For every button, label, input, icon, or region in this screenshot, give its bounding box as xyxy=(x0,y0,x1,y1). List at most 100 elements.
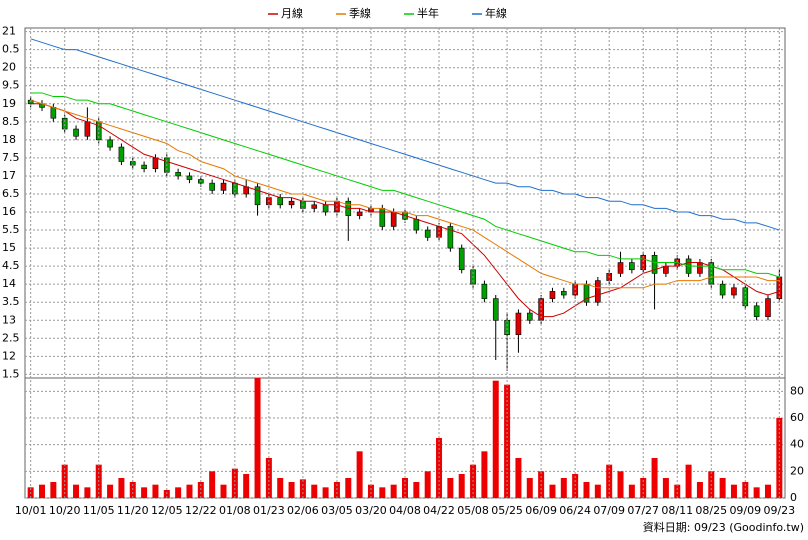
y-tick-label: 15 xyxy=(2,241,16,254)
candle-body xyxy=(107,139,113,148)
volume-bar xyxy=(265,458,272,498)
volume-bar xyxy=(776,418,783,498)
volume-bar xyxy=(753,487,760,498)
candle-body xyxy=(243,186,249,195)
y-tick-label: 6.5 xyxy=(2,187,20,200)
candle-body xyxy=(220,182,227,191)
x-tick-label: 07/09 xyxy=(593,504,625,517)
volume-bar xyxy=(107,484,114,498)
candle-body xyxy=(209,182,215,191)
volume-bar xyxy=(356,451,363,498)
candle-body xyxy=(356,211,363,216)
y2-tick-label: 20 xyxy=(790,464,804,477)
legend-label: 季線 xyxy=(349,6,371,20)
candle-body xyxy=(765,298,771,317)
volume-bar xyxy=(379,487,386,498)
candle-body xyxy=(186,175,193,180)
y-tick-label: 20 xyxy=(2,61,16,74)
candle-body xyxy=(254,186,261,206)
y-tick-label: 21 xyxy=(2,25,16,38)
x-tick-label: 06/09 xyxy=(525,504,557,517)
y-tick-label: 8.5 xyxy=(2,115,20,128)
volume-bar xyxy=(163,490,170,498)
x-tick-label: 05/25 xyxy=(491,504,523,517)
candle-body xyxy=(549,291,556,299)
volume-bar xyxy=(719,478,726,498)
candle-body xyxy=(458,247,465,271)
volume-bar xyxy=(73,484,80,498)
candle-body xyxy=(73,128,79,137)
volume-bar xyxy=(481,451,488,498)
volume-bar xyxy=(288,482,295,498)
y-tick-label: 3.5 xyxy=(2,295,20,308)
candle-body xyxy=(526,312,533,321)
ma-line xyxy=(30,103,780,318)
y2-tick-label: 60 xyxy=(790,411,804,424)
candle-body xyxy=(390,211,397,227)
candle-body xyxy=(651,255,658,274)
candle-body xyxy=(492,298,499,321)
x-tick-label: 03/05 xyxy=(321,504,353,517)
legend-label: 半年 xyxy=(417,6,439,20)
y-tick-label: 7.5 xyxy=(2,151,20,164)
volume-bar xyxy=(129,482,136,498)
candle-body xyxy=(561,291,567,296)
y-tick-label: 13 xyxy=(2,313,16,326)
volume-bar xyxy=(220,484,227,498)
candle-body xyxy=(175,172,181,177)
volume-bar xyxy=(458,474,465,498)
x-tick-label: 01/23 xyxy=(253,504,285,517)
volume-bar xyxy=(197,482,204,498)
volume-bar xyxy=(742,482,749,498)
volume-bar xyxy=(243,474,250,498)
volume-bar xyxy=(447,478,454,498)
candle-body xyxy=(719,283,726,296)
volume-bar xyxy=(651,458,658,498)
y-tick-label: 5.5 xyxy=(2,223,20,236)
volume-bar xyxy=(118,478,125,498)
candle-body xyxy=(515,312,522,336)
x-tick-label: 09/09 xyxy=(729,504,761,517)
candle-body xyxy=(447,226,454,249)
candle-body xyxy=(322,204,329,213)
candle-body xyxy=(84,121,91,137)
volume-bar xyxy=(141,487,148,498)
y-tick-label: 9.5 xyxy=(2,79,20,92)
volume-bar xyxy=(333,482,340,498)
volume-bar xyxy=(277,478,284,498)
candle-body xyxy=(697,262,703,274)
volume-bar xyxy=(515,458,522,498)
volume-bar xyxy=(186,484,193,498)
volume-bar xyxy=(39,484,46,498)
candle-body xyxy=(617,262,624,274)
x-tick-label: 04/22 xyxy=(423,504,455,517)
candle-body xyxy=(334,200,340,213)
x-tick-label: 08/11 xyxy=(661,504,693,517)
x-tick-label: 11/20 xyxy=(117,504,149,517)
y-tick-label: 0.5 xyxy=(2,43,20,56)
volume-bar xyxy=(231,468,238,498)
candle-body xyxy=(141,164,147,170)
candle-body xyxy=(61,117,68,130)
volume-bar xyxy=(390,484,397,498)
volume-bar xyxy=(413,482,420,498)
x-tick-label: 01/08 xyxy=(219,504,251,517)
y-tick-label: 1.5 xyxy=(2,367,20,380)
volume-bar xyxy=(322,487,329,498)
candle-body xyxy=(595,280,601,303)
x-tick-label: 06/24 xyxy=(559,504,591,517)
candle-body xyxy=(379,208,386,227)
ma-line xyxy=(30,38,780,231)
y-tick-label: 2.5 xyxy=(2,331,20,344)
x-tick-label: 07/27 xyxy=(627,504,659,517)
legend-label: 年線 xyxy=(485,6,507,20)
volume-bar xyxy=(492,380,499,498)
candle-body xyxy=(277,197,284,206)
volume-bar xyxy=(549,484,556,498)
source-note: 資料日期: 09/23 (Goodinfo.tw) xyxy=(643,520,804,534)
volume-bar xyxy=(662,478,669,498)
volume-bar xyxy=(572,474,579,498)
x-tick-label: 05/08 xyxy=(457,504,489,517)
candle-body xyxy=(424,229,431,238)
